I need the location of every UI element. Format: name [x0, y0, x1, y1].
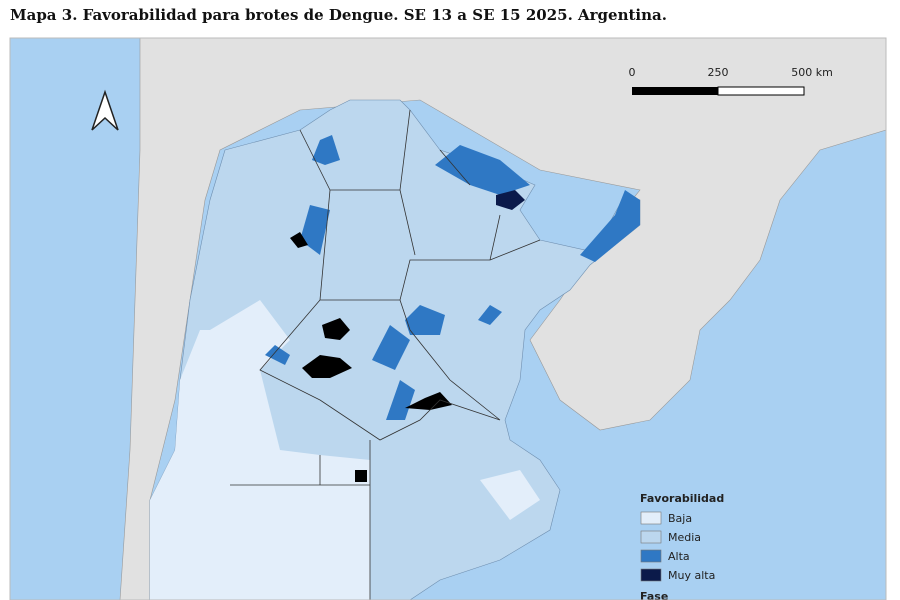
region-alta	[312, 135, 340, 165]
region-baja	[150, 330, 370, 600]
legend-label: Media	[668, 531, 701, 544]
legend-title: Favorabilidad	[640, 492, 724, 505]
region-muy-alta	[496, 190, 525, 210]
region-alta	[265, 345, 290, 365]
map-title: Mapa 3. Favorabilidad para brotes de Den…	[10, 6, 667, 24]
legend-label: Baja	[668, 512, 692, 525]
region-alta	[372, 325, 410, 370]
legend: Baja Media Alta Muy alta	[640, 511, 715, 582]
north-arrow	[91, 89, 119, 131]
region-alta	[300, 205, 330, 255]
scale-label: 500 km	[791, 66, 833, 79]
scale-bar-light	[717, 86, 805, 96]
region-alta	[478, 305, 502, 325]
region-baja	[480, 470, 540, 520]
region-alta	[405, 305, 445, 335]
region-alta	[580, 190, 640, 262]
legend-swatch	[640, 549, 662, 563]
legend-swatch	[640, 568, 662, 582]
region-alta	[435, 145, 530, 195]
scale-label: 250	[708, 66, 729, 79]
legend-swatch	[640, 511, 662, 525]
legend-next-title: Fase	[640, 590, 668, 600]
region-black	[302, 355, 352, 378]
legend-label: Alta	[668, 550, 690, 563]
scale-label: 0	[629, 66, 636, 79]
region-black	[355, 470, 367, 482]
region-black	[322, 318, 350, 340]
legend-label: Muy alta	[668, 569, 715, 582]
province-borders	[230, 109, 541, 600]
map-frame	[9, 37, 887, 600]
region-alta	[386, 380, 415, 420]
region-black	[405, 392, 452, 410]
legend-swatch	[640, 530, 662, 544]
region-black	[290, 232, 308, 248]
scale-bar-dark	[632, 87, 718, 95]
